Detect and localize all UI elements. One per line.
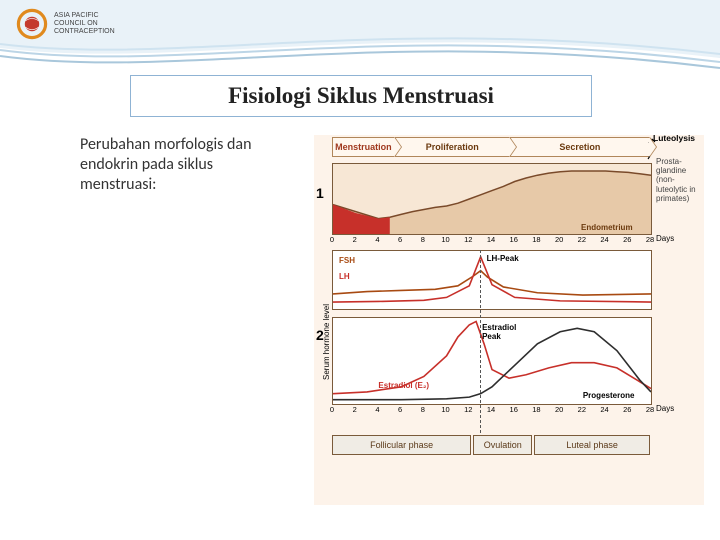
phase-menstruation: Menstruation [332, 137, 395, 157]
bottom-phase-row: Follicular phaseOvulationLuteal phase [332, 435, 650, 455]
xaxis-1: 0246810121416182022242628Days [332, 235, 650, 247]
panel-1-endometrium: Endometrium [332, 163, 652, 235]
caption-text: Perubahan morfologis dan endokrin pada s… [80, 135, 290, 195]
menstrual-cycle-diagram: MenstruationProliferationSecretion Luteo… [314, 135, 704, 505]
prostaglandin-note: Prosta-glandine(non-luteolytic inprimate… [656, 157, 696, 203]
panel-3-steroids: EstradiolPeak Estradiol (E₂) Progesterone [332, 317, 652, 405]
slide-title: Fisiologi Siklus Menstruasi [228, 83, 494, 109]
bottom-phase-luteal: Luteal phase [534, 435, 650, 455]
panel-2-gonadotropins: FSH LH LH-Peak [332, 250, 652, 310]
panel-2-number: 2 [316, 327, 324, 343]
xaxis-2: 0246810121416182022242628Days [332, 405, 650, 417]
org-logo: ASIA PACIFIC COUNCIL ON CONTRACEPTION [16, 8, 115, 40]
logo-line1: ASIA PACIFIC [54, 12, 115, 20]
panel-1-number: 1 [316, 185, 324, 201]
svg-text:LH: LH [339, 272, 350, 281]
globe-icon [16, 8, 48, 40]
phase-proliferation: Proliferation [395, 137, 510, 157]
ovulation-dashed-line [480, 250, 481, 433]
phase-arrow-row: MenstruationProliferationSecretion [332, 137, 650, 157]
bottom-phase-follicular: Follicular phase [332, 435, 471, 455]
svg-text:Estradiol (E₂): Estradiol (E₂) [378, 381, 429, 390]
svg-text:Estradiol: Estradiol [482, 323, 516, 332]
bottom-phase-ovulation: Ovulation [473, 435, 532, 455]
logo-line3: CONTRACEPTION [54, 28, 115, 36]
slide-title-box: Fisiologi Siklus Menstruasi [130, 75, 592, 117]
svg-text:Progesterone: Progesterone [583, 391, 635, 400]
logo-line2: COUNCIL ON [54, 20, 115, 28]
svg-text:FSH: FSH [339, 256, 355, 265]
svg-text:LH-Peak: LH-Peak [487, 254, 520, 263]
svg-text:Endometrium: Endometrium [581, 223, 633, 232]
phase-secretion: Secretion [510, 137, 650, 157]
svg-text:Peak: Peak [482, 332, 501, 341]
